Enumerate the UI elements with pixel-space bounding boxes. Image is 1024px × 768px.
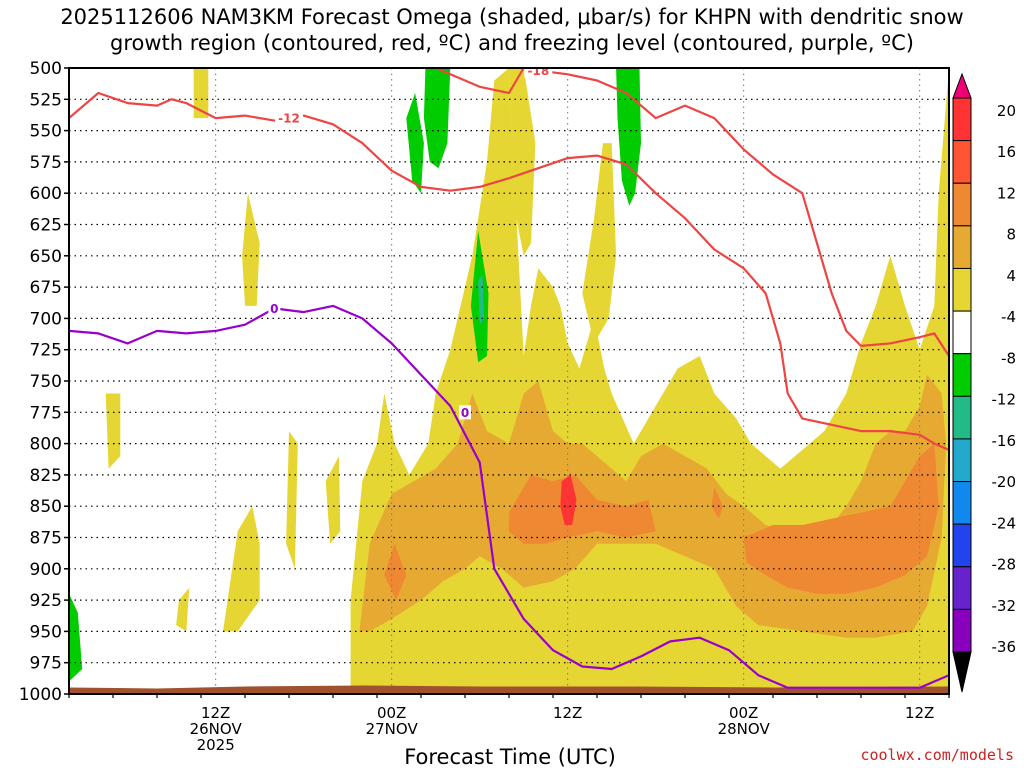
colorbar-segment — [952, 97, 972, 142]
y-tick-label: 950 — [30, 622, 62, 642]
y-tick-label: 625 — [30, 216, 62, 236]
x-tick-label: 12Z — [201, 704, 230, 722]
terrain-ground — [69, 685, 949, 694]
temperature-contours: -12 -18 0 0 — [69, 64, 949, 689]
colorbar-segment — [952, 566, 972, 610]
y-tick-label: 900 — [30, 560, 62, 580]
contour-label-bg — [459, 405, 471, 420]
x-tick-label: 26NOV — [190, 720, 243, 738]
y-tick-label: 850 — [30, 497, 62, 517]
y-tick-label: 1000 — [19, 685, 62, 705]
y-tick-label: 750 — [30, 372, 62, 392]
colorbar-segment — [952, 608, 972, 653]
omega-region-3 — [193, 68, 209, 119]
omega-region-17 — [406, 93, 424, 194]
x-axis-label: Forecast Time (UTC) — [404, 745, 616, 768]
chart-title-line1: 2025112606 NAM3KM Forecast Omega (shaded… — [60, 5, 963, 29]
y-tick-label: 550 — [30, 122, 62, 142]
colorbar-segment — [952, 481, 972, 525]
colorbar-label: 16 — [997, 143, 1016, 161]
x-tick-label: 12Z — [553, 704, 582, 722]
y-tick-label: 975 — [30, 654, 62, 674]
y-tick-label: 775 — [30, 403, 62, 423]
plot-area: -12 -18 0 0 — [68, 64, 950, 695]
credit-text: coolwx.com/models — [860, 746, 1014, 764]
omega-region-20 — [69, 593, 83, 682]
chart-title-line2: growth region (contoured, red, ºC) and f… — [110, 31, 914, 55]
contour-label-bg — [524, 68, 553, 78]
y-tick-label: 600 — [30, 184, 62, 204]
y-tick-label: 650 — [30, 247, 62, 267]
x-tick-label: 28NOV — [718, 720, 771, 738]
colorbar-segment — [952, 182, 972, 227]
contour-label-dgz_-12: -12 — [278, 112, 300, 126]
y-tick-label: 525 — [30, 90, 62, 110]
omega-region-12 — [509, 474, 656, 544]
colorbar-segment — [952, 225, 972, 269]
colorbar-label: -20 — [992, 473, 1017, 491]
y-tick-label: 500 — [30, 59, 62, 79]
colorbar: 20 16 12 8 4 -4 -8 -12 -16 -20 -24 -28 -32 -36 — [952, 72, 1017, 693]
contour-label-bg — [268, 301, 281, 316]
colorbar-top-arrow — [952, 72, 972, 99]
colorbar-segment — [952, 523, 972, 568]
omega-region-15 — [560, 474, 577, 525]
colorbar-segment — [952, 267, 972, 312]
omega-region-1 — [509, 68, 536, 256]
contour-label-freezing_level: 0 — [270, 302, 278, 316]
contour-freezing_level — [69, 304, 949, 689]
y-tick-label: 825 — [30, 466, 62, 486]
terrain-strip — [69, 685, 949, 694]
y-tick-label: 875 — [30, 529, 62, 549]
x-tick-label: 27NOV — [366, 720, 419, 738]
omega-region-9 — [325, 456, 341, 544]
colorbar-label: 4 — [1006, 267, 1016, 285]
x-tick-label: 00Z — [729, 704, 758, 722]
y-tick-label: 725 — [30, 341, 62, 361]
y-tick-label: 675 — [30, 278, 62, 298]
colorbar-label: -36 — [992, 638, 1017, 656]
colorbar-label: -28 — [992, 556, 1017, 574]
contour-dgz_-18 — [435, 68, 949, 357]
colorbar-label: 8 — [1006, 226, 1016, 244]
contour-dgz_-12 — [69, 91, 949, 451]
omega-region-16 — [423, 68, 451, 169]
omega-region-4 — [242, 193, 260, 306]
y-tick-label: 575 — [30, 153, 62, 173]
colorbar-label: -16 — [992, 432, 1017, 450]
colorbar-label: 12 — [997, 185, 1016, 203]
contour-label-freezing_level_blip: 0 — [461, 406, 469, 420]
colorbar-segment — [952, 395, 972, 440]
omega-region-14 — [743, 443, 939, 594]
colorbar-label: 20 — [997, 102, 1016, 120]
colorbar-segment — [952, 310, 972, 355]
omega-region-8 — [286, 431, 298, 569]
x-tick-label: 2025 — [197, 736, 235, 754]
y-tick-label: 925 — [30, 591, 62, 611]
contour-label-dgz_-18: -18 — [527, 64, 549, 78]
omega-region-6 — [105, 393, 121, 469]
x-tick-label: 12Z — [905, 704, 934, 722]
omega-region-13 — [711, 487, 724, 519]
x-tick-label: 00Z — [377, 704, 406, 722]
colorbar-segment — [952, 140, 972, 184]
colorbar-label: -12 — [992, 391, 1017, 409]
omega-region-11 — [384, 543, 407, 601]
colorbar-label: -4 — [1001, 308, 1016, 326]
y-axis: 500 525 550 575 600 625 650 675 700 725 750 775 800 8… — [19, 59, 69, 705]
colorbar-label: -8 — [1001, 349, 1016, 367]
omega-region-2 — [582, 143, 617, 344]
y-tick-label: 700 — [30, 309, 62, 329]
colorbar-segment — [952, 438, 972, 483]
contour-label-bg — [275, 111, 303, 126]
colorbar-bottom-arrow — [952, 651, 972, 693]
colorbar-label: -24 — [992, 514, 1017, 532]
omega-region-7 — [176, 587, 190, 632]
colorbar-segment — [952, 353, 972, 397]
grid-lines — [69, 68, 949, 694]
y-tick-label: 800 — [30, 435, 62, 455]
colorbar-label: -32 — [992, 597, 1017, 615]
